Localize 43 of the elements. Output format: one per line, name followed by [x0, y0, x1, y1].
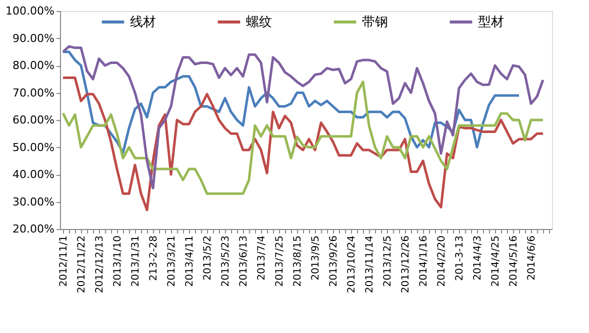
- x-tick-label: 2013/5/23: [220, 236, 232, 287]
- y-tick-label: 20.00%: [12, 222, 54, 236]
- y-tick-label: 90.00%: [12, 32, 54, 45]
- x-tick-label: 2014/5/16: [508, 236, 520, 287]
- x-tick-label: 2013/12/5: [382, 236, 394, 287]
- x-tick-label: 2012/12/13: [94, 236, 106, 294]
- x-tick-label: 2013/7/4: [256, 236, 268, 280]
- x-tick-label: 2013/1/10: [112, 236, 124, 287]
- legend-label: 线材: [130, 15, 156, 30]
- line-series: [62, 45, 544, 190]
- y-tick-label: 30.00%: [12, 195, 54, 208]
- x-tick-label: 2013/7/25: [274, 236, 286, 287]
- x-tick-label: 2014/6/6: [526, 236, 538, 280]
- y-tick-label: 80.00%: [12, 59, 54, 72]
- x-tick-label: 2014/1/16: [418, 236, 430, 287]
- y-tick-label: 50.00%: [12, 140, 54, 154]
- y-tick-label: 40.00%: [12, 168, 54, 181]
- x-tick-label: 2013/9/5: [310, 236, 322, 280]
- line-series: [62, 76, 544, 212]
- x-tick-label: 2014/4/3: [472, 236, 484, 280]
- x-tick-label: 2014/2/20: [436, 236, 448, 287]
- x-tick-label: 2013/5/2: [202, 236, 214, 280]
- legend-label: 型材: [478, 15, 504, 30]
- x-tick-label: 2013/10/24: [346, 236, 358, 294]
- x-tick-label: 2012/11/22: [76, 236, 88, 294]
- x-tick-label: 2013/12/26: [400, 236, 412, 294]
- x-tick-label: 201-3-13: [454, 236, 466, 281]
- x-tick-label: 2013/8/15: [292, 236, 304, 287]
- x-tick-label: 2013/4/11: [184, 236, 196, 287]
- y-tick-label: 100.00%: [6, 4, 54, 18]
- x-tick-label: 2013/6/13: [238, 236, 250, 287]
- x-tick-label: 2013/9/26: [328, 236, 340, 287]
- x-tick-label: 2013/11/14: [364, 236, 376, 294]
- x-tick-label: 2014/4/25: [490, 236, 502, 287]
- legend-label: 带钢: [362, 15, 388, 30]
- x-tick-label: 2013/1/31: [130, 236, 142, 287]
- line-series: [62, 80, 544, 195]
- legend-label: 螺纹: [246, 15, 272, 30]
- y-tick-label: 60.00%: [12, 114, 54, 126]
- x-tick-label: 2013/3/21: [166, 236, 178, 287]
- x-tick-label: 213-2-28: [148, 236, 160, 281]
- x-tick-label: 2012/11/1: [58, 236, 70, 287]
- y-tick-label: 70.00%: [12, 86, 54, 100]
